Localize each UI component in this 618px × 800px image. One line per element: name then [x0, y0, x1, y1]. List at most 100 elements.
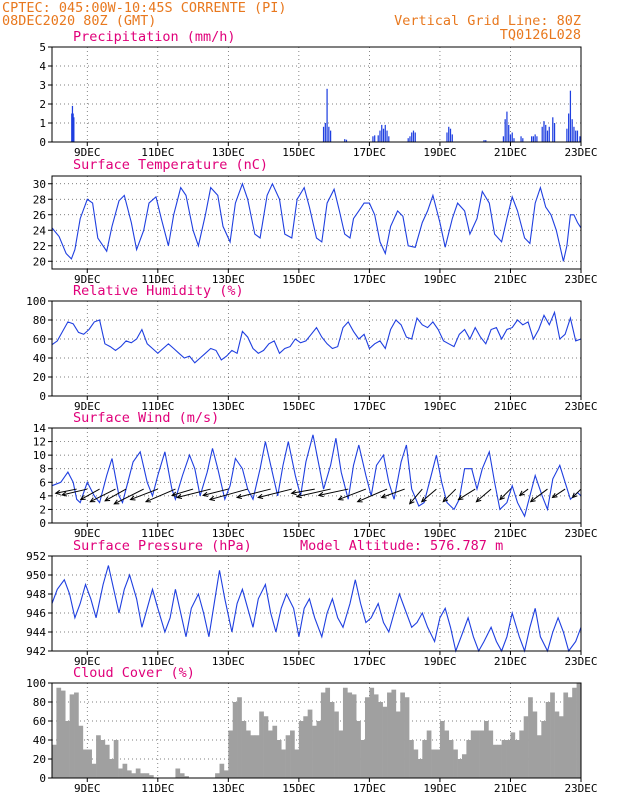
cloud-cover-bar	[506, 740, 511, 778]
humidity-xtick-label: 15DEC	[282, 400, 315, 413]
cloud-cover-bar	[91, 763, 97, 778]
cloud-cover-bar	[501, 740, 507, 778]
wind-direction-arrow	[519, 488, 529, 496]
pressure-subtitle: Model Altitude: 576.787 m	[300, 538, 503, 554]
cloud-cover-bar	[554, 711, 560, 778]
precipitation-bar	[511, 132, 513, 142]
cloud-cover-bar	[294, 749, 300, 778]
cloud-cover-bar	[387, 692, 392, 778]
cloud-cover-bar	[558, 716, 564, 778]
cloud-cover-bar	[78, 725, 84, 778]
wind-direction-arrow	[318, 488, 349, 496]
cloud-cover-panel: 0 20 40 60 80 100 9DEC 11DEC 13DEC 15DEC 17DEC 19DE…	[26, 665, 597, 795]
wind-ytick-label: 2	[39, 503, 46, 516]
precipitation-bar	[536, 136, 538, 142]
wind-arrow-head	[89, 497, 96, 503]
cloud-cover-bar	[122, 763, 128, 778]
cloud-cover-bar	[241, 721, 247, 778]
cloud-cover-bar	[488, 730, 494, 778]
cloud-cover-bar	[413, 749, 419, 778]
wind-arrow-head	[201, 491, 209, 497]
wind-arrow-head	[529, 496, 536, 503]
wind-direction-arrow	[530, 488, 548, 503]
wind-arrow-head	[317, 491, 324, 498]
cloud-cover-bar	[470, 730, 476, 778]
wind-arrow-head	[113, 499, 120, 505]
cloud-cover-bar	[492, 744, 498, 778]
header-date: 08DEC2020 80Z (GMT)	[2, 13, 156, 29]
precipitation-bar	[522, 138, 524, 142]
wind-arrow-head	[144, 497, 152, 503]
cloud-cover-bar	[497, 744, 502, 778]
precipitation-bar	[449, 128, 452, 142]
precipitation-bar	[566, 128, 568, 142]
wind-direction-arrow	[572, 488, 582, 498]
wind-xtick-label: 17DEC	[353, 527, 386, 540]
cloud-cover-bar	[514, 740, 520, 778]
precipitation-bar	[513, 138, 515, 142]
precipitation-bar	[384, 124, 386, 142]
cloud-cover-bar	[104, 744, 110, 778]
cloud-cover-xtick-label: 17DEC	[353, 782, 386, 795]
cloud-cover-ytick-label: 60	[33, 715, 46, 728]
wind-direction-arrow	[357, 488, 388, 503]
precipitation-title: Precipitation (mm/h)	[73, 29, 236, 45]
temperature-ytick-label: 24	[33, 224, 47, 237]
precipitation-bar	[377, 135, 379, 142]
cloud-cover-bar	[148, 775, 154, 778]
humidity-ytick-label: 60	[33, 333, 46, 346]
header-vertical-grid: Vertical Grid Line: 80Z	[394, 13, 581, 29]
wind-direction-arrow	[476, 488, 492, 503]
pressure-xtick-label: 15DEC	[282, 655, 315, 668]
precipitation-bar	[571, 119, 573, 142]
temperature-title: Surface Temperature (nC)	[73, 157, 268, 173]
precipitation-xtick-label: 11DEC	[141, 146, 174, 159]
wind-ytick-label: 0	[39, 517, 46, 530]
humidity-frame	[51, 300, 582, 397]
cloud-cover-bar	[576, 683, 582, 778]
precipitation-bar	[520, 136, 522, 142]
cloud-cover-bar	[223, 770, 229, 778]
cloud-cover-bar	[563, 692, 569, 778]
wind-arrow-head	[518, 490, 525, 497]
precipitation-bar	[345, 139, 348, 142]
wind-direction-arrow	[55, 488, 77, 494]
cloud-cover-bar	[426, 730, 432, 778]
precipitation-bar	[553, 123, 556, 142]
precipitation-bar	[374, 135, 376, 142]
cloud-cover-bar	[369, 687, 375, 778]
cloud-cover-bar	[325, 687, 331, 778]
cloud-cover-bar	[65, 721, 70, 778]
pressure-xtick-label: 9DEC	[74, 655, 101, 668]
humidity-line	[51, 310, 582, 364]
cloud-cover-bar	[219, 763, 225, 778]
precipitation-bar	[575, 130, 577, 142]
wind-ytick-label: 4	[39, 490, 46, 503]
cloud-cover-bar	[523, 716, 529, 778]
cloud-cover-bar	[135, 768, 141, 778]
precipitation-bar	[386, 130, 388, 142]
humidity-xtick-label: 21DEC	[494, 400, 527, 413]
precipitation-bar	[379, 130, 381, 142]
cloud-cover-bar	[360, 740, 366, 778]
pressure-xtick-label: 11DEC	[141, 655, 174, 668]
wind-arrow-head	[79, 495, 86, 501]
cloud-cover-bar	[268, 730, 273, 778]
cloud-cover-bar	[400, 692, 405, 778]
cloud-cover-bar	[87, 749, 92, 778]
cloud-cover-bar	[245, 730, 251, 778]
cloud-cover-bar	[475, 730, 480, 778]
cloud-cover-frame	[51, 682, 582, 779]
precipitation-bar	[545, 124, 547, 142]
precipitation-bar	[446, 132, 448, 142]
pressure-xtick-label: 23DEC	[564, 655, 597, 668]
humidity-ytick-label: 100	[26, 295, 46, 308]
precipitation-bar	[72, 113, 74, 142]
cloud-cover-bar	[484, 721, 489, 778]
humidity-xtick-label: 11DEC	[141, 400, 174, 413]
cloud-cover-ytick-label: 20	[33, 753, 46, 766]
pressure-title: Surface Pressure (hPa)	[73, 538, 252, 554]
cloud-cover-xtick-label: 13DEC	[212, 782, 245, 795]
cloud-cover-bar	[453, 749, 458, 778]
precipitation-xtick-label: 13DEC	[212, 146, 245, 159]
